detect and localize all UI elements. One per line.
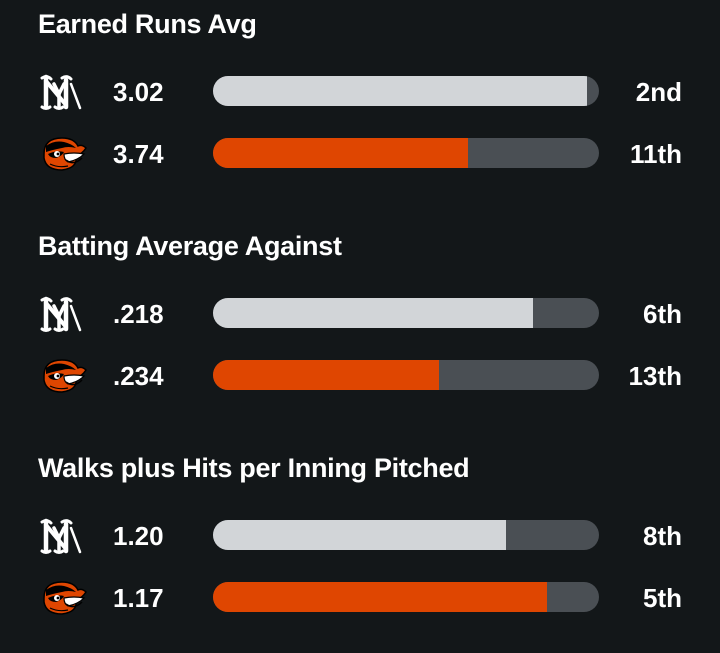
bar-track bbox=[213, 76, 599, 106]
stat-title: Batting Average Against bbox=[38, 231, 342, 261]
stat-title: Earned Runs Avg bbox=[38, 9, 257, 39]
team-row: .234 13th bbox=[0, 356, 720, 396]
stat-value: 3.74 bbox=[113, 139, 164, 169]
bar-track bbox=[213, 520, 599, 550]
bar-fill bbox=[213, 76, 588, 106]
bar-track bbox=[213, 360, 599, 390]
stat-value: 1.20 bbox=[113, 521, 164, 551]
orioles-logo-icon bbox=[38, 134, 90, 174]
orioles-logo-icon bbox=[38, 356, 90, 396]
bar-fill bbox=[213, 138, 468, 168]
league-rank: 11th bbox=[629, 139, 682, 169]
team-row: 3.74 11th bbox=[0, 134, 720, 174]
bar-fill bbox=[213, 360, 439, 390]
team-row: 3.02 2nd bbox=[0, 72, 720, 112]
league-rank: 5th bbox=[643, 583, 682, 613]
bar-fill bbox=[213, 520, 507, 550]
yankees-logo-icon bbox=[38, 72, 90, 112]
team-row: 1.20 8th bbox=[0, 516, 720, 556]
bar-track bbox=[213, 298, 599, 328]
league-rank: 2nd bbox=[635, 77, 682, 107]
bar-fill bbox=[213, 298, 534, 328]
yankees-logo-icon bbox=[38, 294, 90, 334]
bar-track bbox=[213, 138, 599, 168]
stat-value: 3.02 bbox=[113, 77, 164, 107]
bar-fill bbox=[213, 582, 547, 612]
bar-track bbox=[213, 582, 599, 612]
league-rank: 13th bbox=[628, 361, 682, 391]
league-rank: 6th bbox=[643, 299, 682, 329]
team-row: 1.17 5th bbox=[0, 578, 720, 618]
stat-value: .234 bbox=[113, 361, 164, 391]
team-row: .218 6th bbox=[0, 294, 720, 334]
league-rank: 8th bbox=[643, 521, 682, 551]
stat-value: .218 bbox=[113, 299, 164, 329]
stat-title: Walks plus Hits per Inning Pitched bbox=[38, 453, 470, 483]
stat-value: 1.17 bbox=[113, 583, 164, 613]
yankees-logo-icon bbox=[38, 516, 90, 556]
orioles-logo-icon bbox=[38, 578, 90, 618]
